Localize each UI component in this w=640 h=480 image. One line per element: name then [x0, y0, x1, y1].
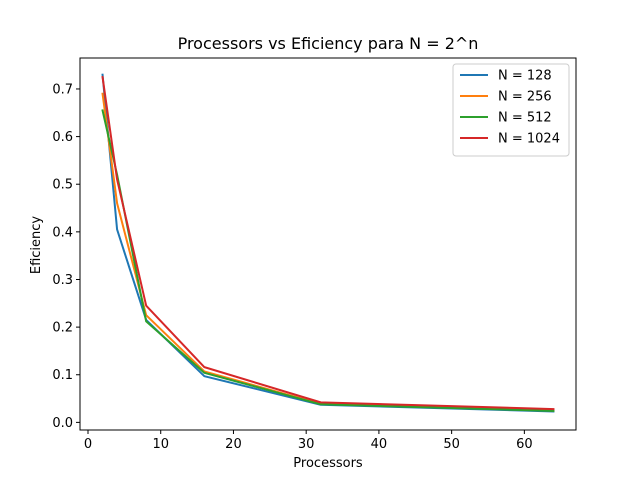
legend: N = 128 N = 256 N = 512 N = 1024 — [452, 63, 570, 157]
y-axis-label: Eficiency — [29, 216, 44, 275]
series-line-4 — [101, 75, 555, 411]
y-tick-label: 0.5 — [52, 178, 73, 193]
series-layer — [101, 73, 555, 413]
x-tick-label: 30 — [298, 437, 315, 452]
x-tick-label: 40 — [371, 437, 388, 452]
y-tick-label: 0.7 — [52, 82, 73, 97]
x-tick-label: 10 — [152, 437, 169, 452]
axes-frame — [79, 57, 577, 431]
x-tick-label: 60 — [516, 437, 533, 452]
y-tick-label: 0.4 — [52, 225, 73, 240]
y-tick-label: 0.0 — [52, 416, 73, 431]
legend-label-4: N = 1024 — [498, 132, 560, 147]
axes-layer: 0 10 20 30 40 50 60 0.0 0.1 0.2 0.3 0.4 0.5 0.6 0.7 — [52, 57, 577, 452]
y-tick-label: 0.2 — [52, 321, 73, 336]
legend-label-2: N = 256 — [498, 90, 552, 105]
x-tick-label: 50 — [443, 437, 460, 452]
legend-box — [452, 63, 570, 157]
x-tick-label: 0 — [84, 437, 92, 452]
y-tick-label: 0.1 — [52, 368, 73, 383]
x-tick-label: 20 — [225, 437, 242, 452]
legend-label-1: N = 128 — [498, 69, 552, 84]
y-tick-label: 0.6 — [52, 130, 73, 145]
legend-label-3: N = 512 — [498, 111, 552, 126]
y-tick-label: 0.3 — [52, 273, 73, 288]
chart-title: Processors vs Eficiency para N = 2^n — [178, 34, 479, 53]
x-axis-label: Processors — [293, 456, 363, 471]
